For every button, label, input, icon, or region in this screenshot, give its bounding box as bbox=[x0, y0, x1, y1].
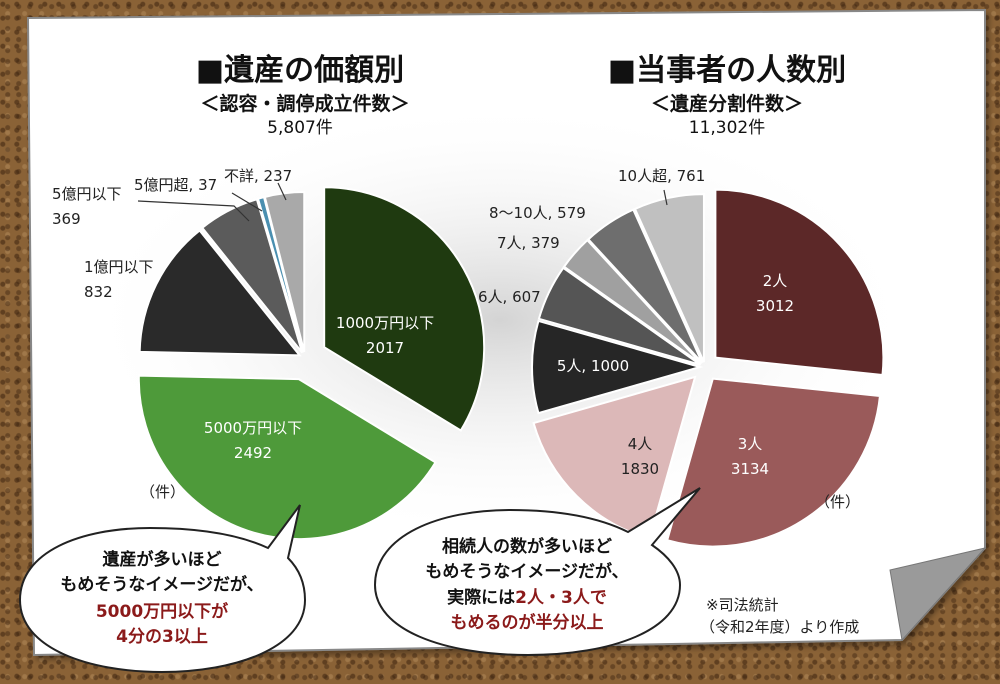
pie0-slice-2 bbox=[138, 229, 302, 357]
pie0-slice-4-label: 5億円超, 37 bbox=[134, 176, 217, 194]
leader-line-10nin-cho bbox=[663, 189, 668, 206]
pie1-slice-3-label: 5人, 1000 bbox=[557, 357, 629, 375]
leader-line-5oku-ika bbox=[137, 200, 250, 222]
left-callout-line-2: もめそうなイメージだが、 bbox=[60, 574, 263, 595]
left-leader-lines bbox=[137, 182, 287, 222]
source-note-line-1: ※司法統計 bbox=[706, 596, 779, 614]
pie1-slice-6-label: 8〜10人, 579 bbox=[489, 204, 586, 222]
pie0-slice-0 bbox=[323, 186, 486, 432]
pie1-slice-4 bbox=[537, 266, 702, 366]
pie0-slice-1-value: 2492 bbox=[234, 444, 272, 462]
leader-line-5oku-cho bbox=[231, 192, 263, 212]
pie0-slice-5-label: 不詳, 237 bbox=[224, 167, 292, 185]
pie1-slice-7 bbox=[633, 193, 705, 363]
pie1-slice-1 bbox=[665, 377, 882, 548]
source-note-line-2: （令和2年度）より作成 bbox=[700, 618, 859, 636]
pie1-slice-1-label: 3人 bbox=[738, 435, 763, 453]
pie0-slice-1 bbox=[137, 374, 437, 541]
pie1-slice-7-label: 10人超, 761 bbox=[618, 167, 705, 185]
right-chart-total: 11,302件 bbox=[689, 118, 765, 138]
left-chart-unit: （件） bbox=[140, 483, 185, 501]
leader-line-fusho bbox=[277, 182, 287, 201]
pie1-slice-3 bbox=[531, 319, 704, 415]
left-chart-total: 5,807件 bbox=[267, 118, 333, 138]
left-pie-chart bbox=[137, 186, 486, 541]
left-callout-line-4: 4分の3以上 bbox=[116, 627, 208, 647]
pie1-slice-0-label: 2人 bbox=[763, 272, 788, 290]
right-leader-lines bbox=[663, 189, 668, 206]
pie0-slice-5 bbox=[263, 191, 306, 353]
pie1-slice-0 bbox=[714, 188, 885, 377]
left-callout-line-3: 5000万円以下が bbox=[96, 601, 228, 622]
right-callout-line-4: もめるのが半分以上 bbox=[451, 612, 604, 633]
left-chart-heading: ■遺産の価額別 ＜認容・調停成立件数＞ 5,807件 bbox=[196, 53, 410, 138]
right-callout-line-1: 相続人の数が多いほど bbox=[442, 536, 612, 557]
right-callout: 相続人の数が多いほど もめそうなイメージだが、 実際には2人・3人で もめるのが… bbox=[373, 487, 701, 657]
pie1-slice-2-label: 4人 bbox=[628, 435, 653, 453]
right-pie-chart bbox=[531, 188, 885, 548]
pie0-slice-3-value: 369 bbox=[52, 210, 81, 228]
pie0-slice-1-label: 5000万円以下 bbox=[204, 419, 302, 437]
pie0-slice-3-label: 5億円以下 bbox=[52, 185, 122, 203]
pie1-slice-5 bbox=[562, 238, 702, 365]
pie1-slice-4-label: 6人, 607 bbox=[478, 288, 541, 306]
pie0-slice-0-value: 2017 bbox=[366, 339, 404, 357]
right-chart-unit: （件） bbox=[815, 493, 860, 511]
pie0-slice-2-label: 1億円以下 bbox=[84, 258, 154, 276]
left-chart-title: ■遺産の価額別 bbox=[196, 53, 404, 88]
left-callout-line-1: 遺産が多いほど bbox=[103, 549, 222, 570]
pie1-slice-2-value: 1830 bbox=[621, 460, 659, 478]
folded-corner bbox=[889, 547, 987, 642]
right-chart-title: ■当事者の人数別 bbox=[608, 53, 846, 88]
pie1-slice-0-value: 3012 bbox=[756, 297, 794, 315]
right-chart-heading: ■当事者の人数別 ＜遺産分割件数＞ 11,302件 bbox=[608, 53, 846, 138]
right-chart-subtitle: ＜遺産分割件数＞ bbox=[651, 92, 803, 115]
pie0-slice-2-value: 832 bbox=[84, 283, 113, 301]
left-callout: 遺産が多いほど もめそうなイメージだが、 5000万円以下が 4分の3以上 bbox=[18, 504, 307, 674]
pie1-slice-5-label: 7人, 379 bbox=[497, 234, 560, 252]
left-chart-subtitle: ＜認容・調停成立件数＞ bbox=[200, 92, 409, 115]
pie1-slice-6 bbox=[586, 208, 704, 364]
right-callout-line-2: もめそうなイメージだが、 bbox=[425, 561, 628, 582]
pie0-slice-0-label: 1000万円以下 bbox=[336, 314, 434, 332]
right-callout-line-3: 実際には2人・3人で bbox=[447, 587, 607, 608]
pie1-slice-1-value: 3134 bbox=[731, 460, 769, 478]
pie0-slice-3 bbox=[200, 198, 304, 354]
